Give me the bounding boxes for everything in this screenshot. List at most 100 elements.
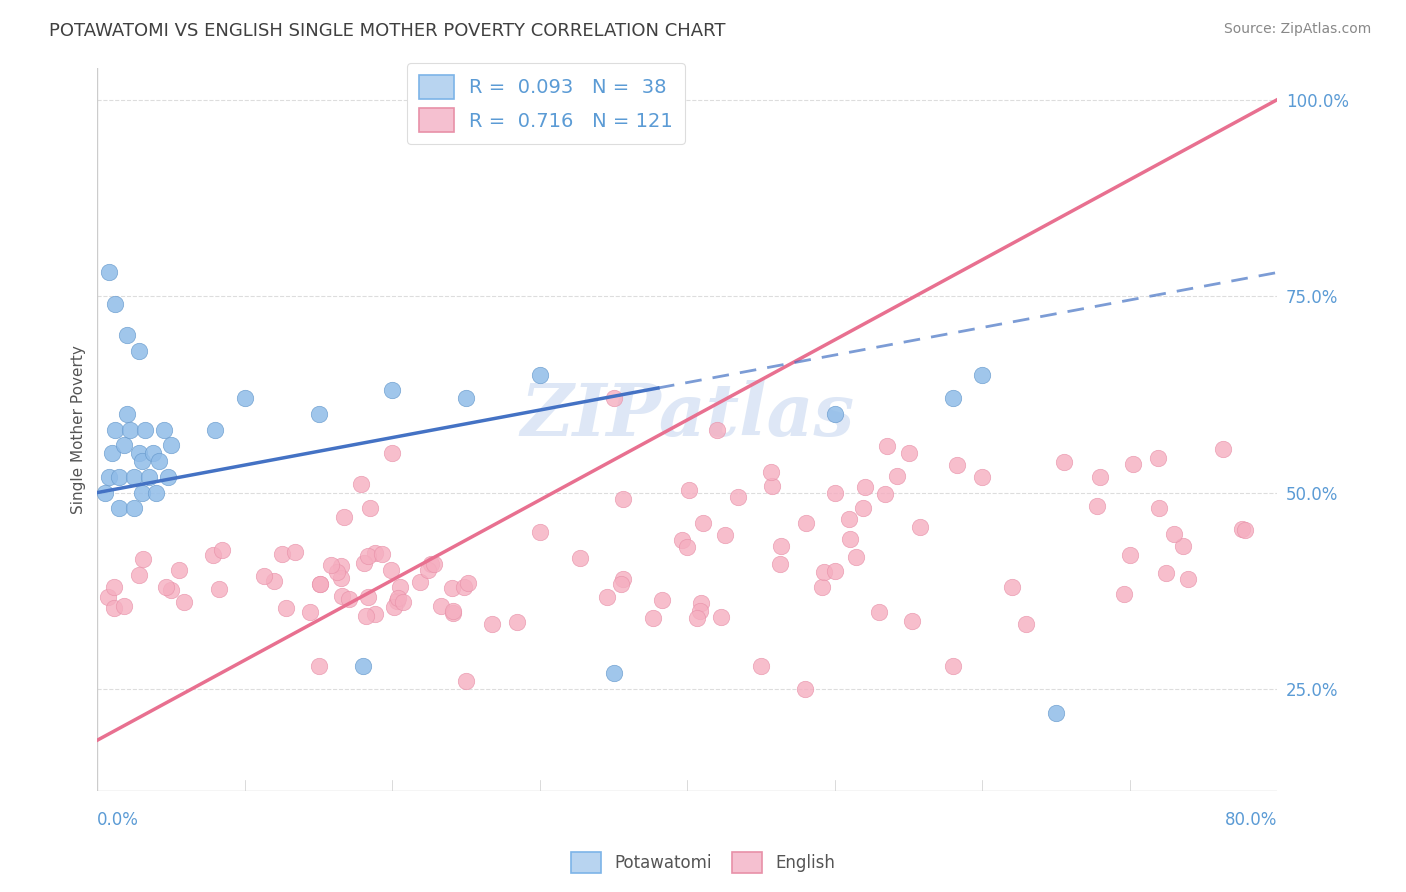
Point (838, 512, 860, 526)
Point (97, 590, 120, 604)
Point (134, 423, 156, 437)
Point (148, 454, 170, 468)
Point (353, 557, 375, 571)
Point (727, 490, 749, 504)
Point (506, 615, 529, 629)
Point (689, 596, 711, 610)
Point (352, 658, 374, 673)
Point (118, 423, 141, 437)
Legend: R =  0.093   N =  38, R =  0.716   N = 121: R = 0.093 N = 38, R = 0.716 N = 121 (406, 63, 685, 144)
Point (418, 562, 440, 576)
Point (329, 558, 352, 573)
Point (112, 599, 135, 614)
Point (309, 577, 332, 591)
Text: POTAWATOMI VS ENGLISH SINGLE MOTHER POVERTY CORRELATION CHART: POTAWATOMI VS ENGLISH SINGLE MOTHER POVE… (49, 22, 725, 40)
Point (689, 604, 711, 618)
Point (769, 557, 792, 571)
Point (838, 532, 860, 546)
Point (678, 483, 700, 498)
Point (901, 614, 924, 628)
Point (152, 423, 174, 437)
Point (333, 510, 356, 524)
Point (853, 480, 876, 494)
Point (612, 573, 634, 587)
Point (457, 575, 479, 590)
Point (610, 577, 633, 591)
Point (157, 470, 180, 484)
Point (429, 599, 451, 613)
Point (942, 391, 965, 405)
Point (284, 545, 307, 559)
Point (759, 465, 782, 479)
Point (824, 485, 846, 500)
Point (233, 391, 256, 405)
Point (145, 485, 167, 500)
Text: 80.0%: 80.0% (1225, 811, 1278, 829)
Point (392, 594, 415, 608)
Point (1087, 499, 1109, 513)
Point (794, 516, 817, 530)
Point (612, 491, 634, 506)
Point (142, 446, 165, 460)
Point (897, 446, 920, 460)
Point (122, 501, 145, 516)
Point (204, 423, 226, 437)
Text: 0.0%: 0.0% (97, 811, 139, 829)
Point (1146, 450, 1168, 465)
Point (271, 547, 294, 561)
Point (104, 423, 127, 437)
Point (381, 384, 404, 398)
Point (456, 674, 478, 689)
Point (263, 574, 285, 588)
Point (115, 407, 138, 421)
Point (1163, 527, 1185, 541)
Point (357, 591, 380, 605)
Legend: Potawatomi, English: Potawatomi, English (564, 846, 842, 880)
Point (389, 580, 412, 594)
Point (706, 423, 728, 437)
Point (420, 557, 443, 571)
Point (1230, 522, 1253, 536)
Point (873, 487, 896, 501)
Point (1045, 706, 1067, 720)
Y-axis label: Single Mother Poverty: Single Mother Poverty (72, 345, 86, 514)
Point (115, 328, 138, 343)
Point (1212, 442, 1234, 457)
Point (382, 599, 405, 614)
Point (886, 469, 908, 483)
Point (138, 470, 160, 484)
Point (810, 580, 832, 594)
Point (868, 605, 890, 619)
Point (132, 552, 155, 566)
Point (98, 265, 121, 279)
Point (381, 446, 404, 460)
Point (676, 541, 699, 555)
Point (441, 606, 464, 620)
Point (794, 682, 817, 697)
Point (409, 574, 432, 589)
Point (201, 548, 224, 562)
Point (824, 564, 846, 578)
Point (813, 565, 835, 579)
Point (481, 616, 503, 631)
Point (1001, 580, 1024, 594)
Point (1114, 587, 1136, 601)
Point (602, 666, 624, 681)
Point (602, 391, 624, 405)
Point (128, 344, 150, 359)
Point (876, 439, 898, 453)
Point (453, 580, 475, 594)
Point (122, 470, 145, 484)
Point (356, 609, 378, 624)
Point (1122, 458, 1144, 472)
Point (972, 368, 994, 382)
Point (1177, 572, 1199, 586)
Point (596, 590, 619, 604)
Point (714, 528, 737, 542)
Point (1119, 549, 1142, 563)
Text: ZIPatlas: ZIPatlas (520, 380, 855, 450)
Point (1149, 501, 1171, 516)
Point (710, 609, 733, 624)
Point (371, 547, 394, 561)
Point (103, 601, 125, 615)
